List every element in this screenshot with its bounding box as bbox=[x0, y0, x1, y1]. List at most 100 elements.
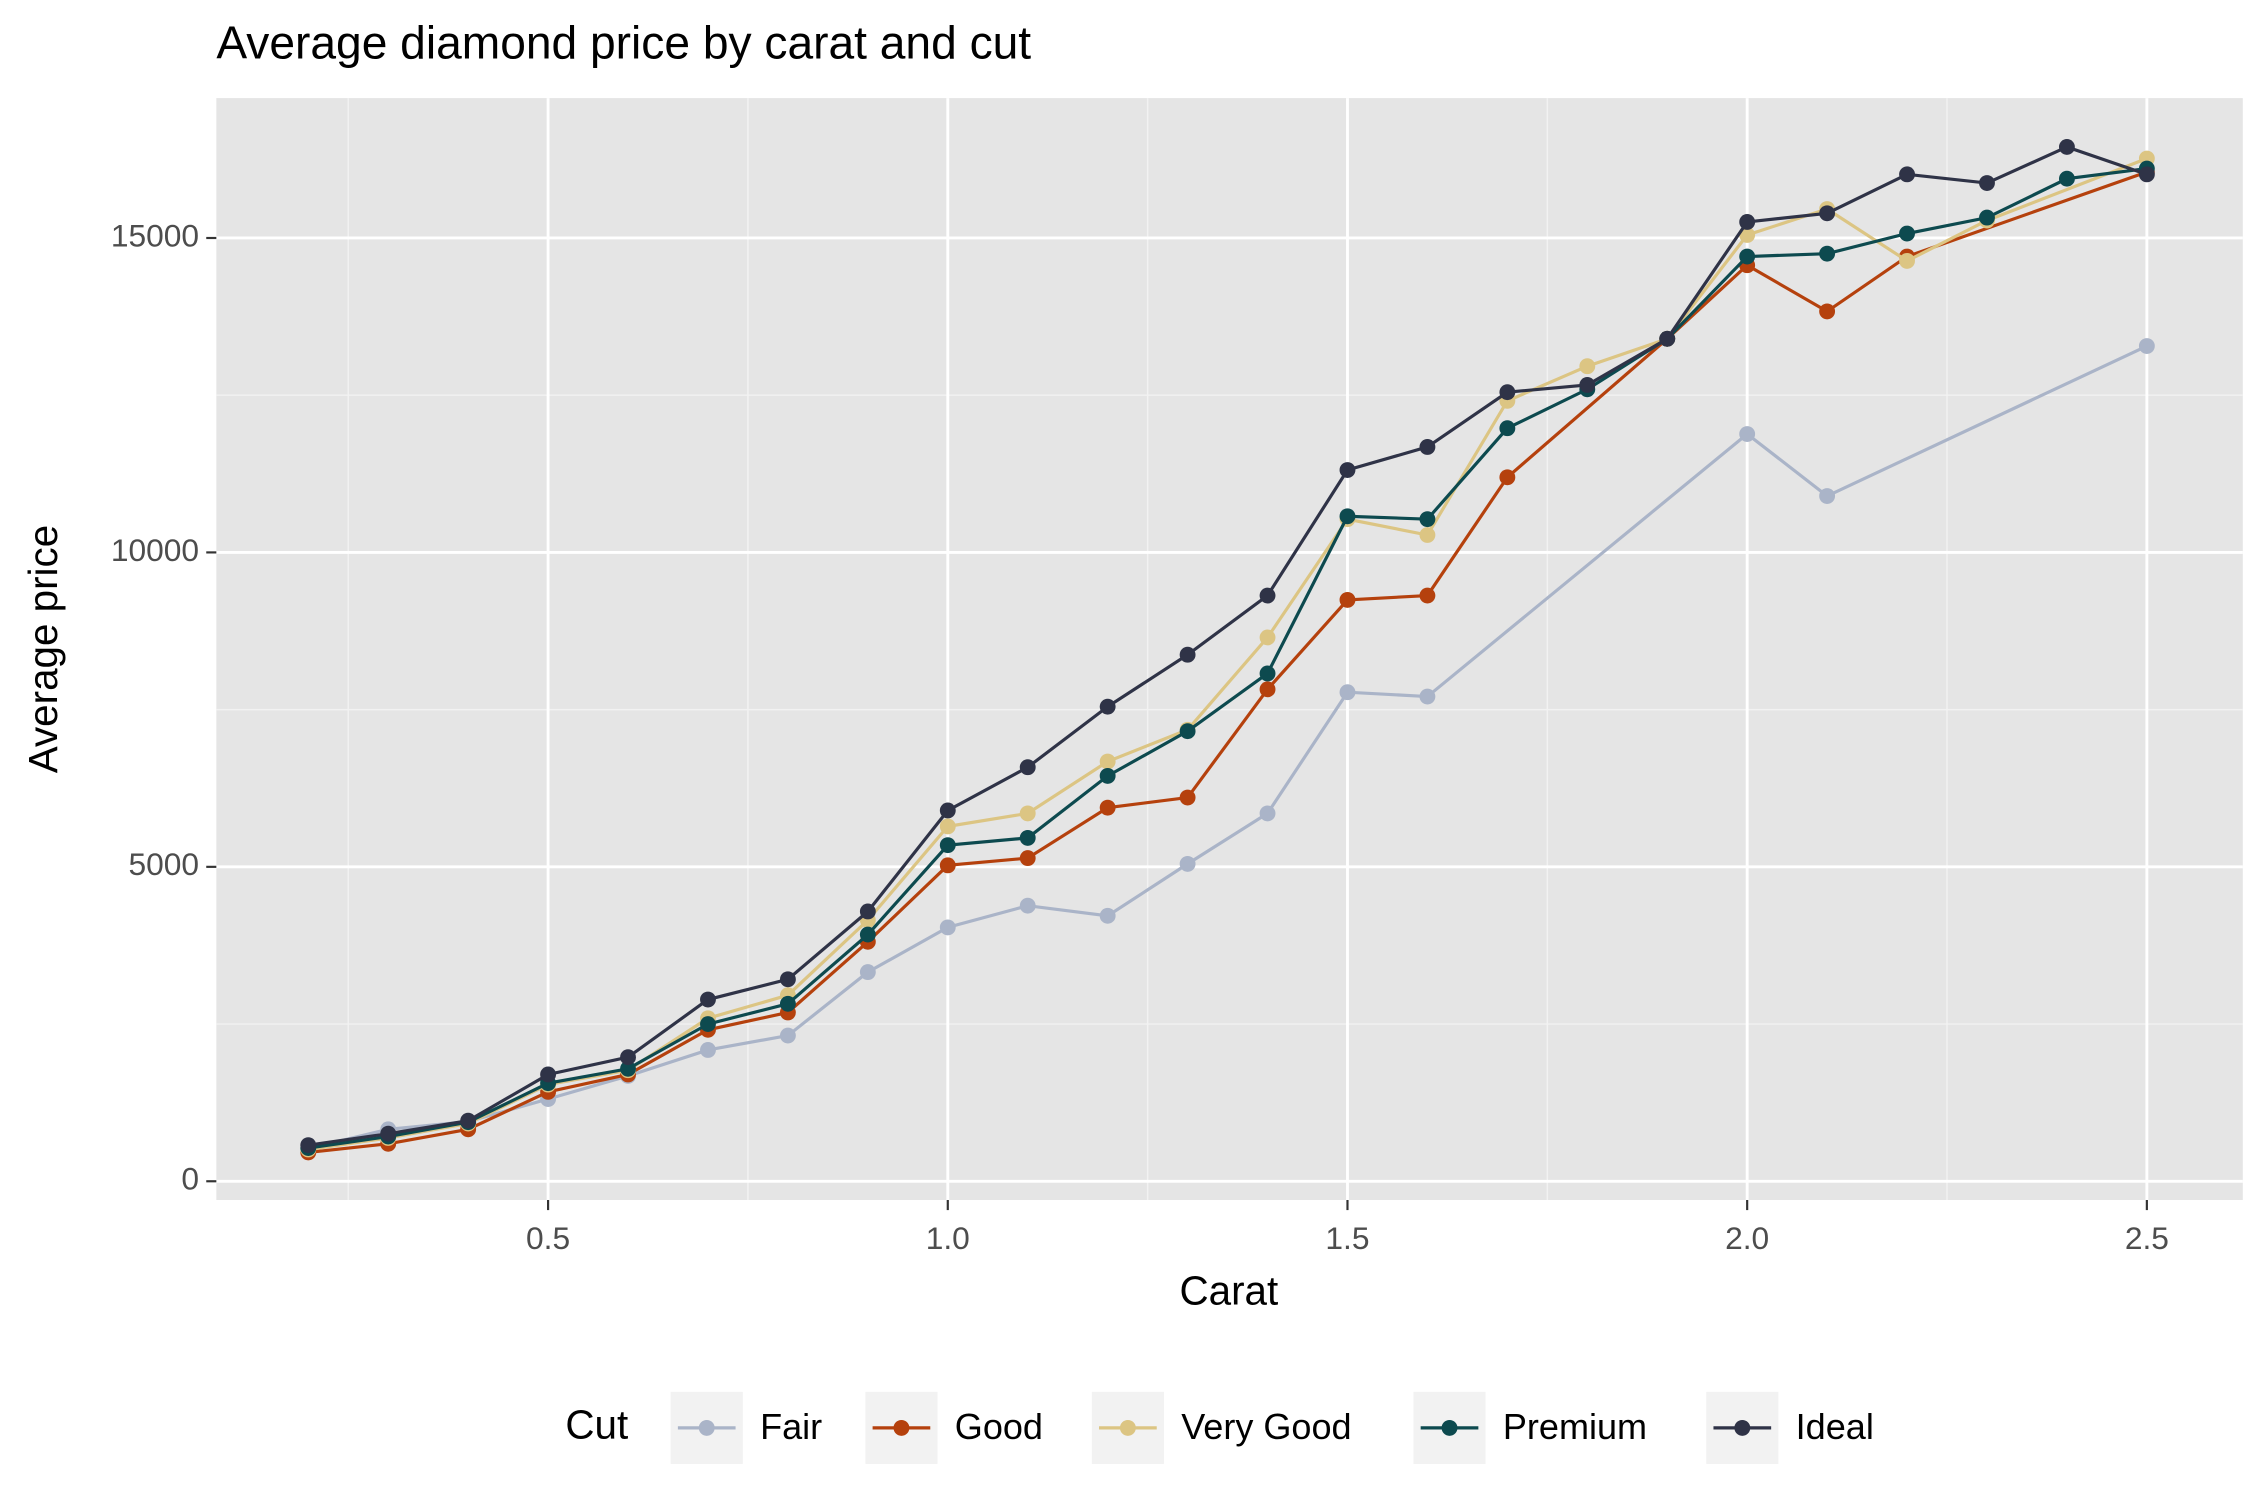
x-tick-label: 0.5 bbox=[526, 1220, 570, 1256]
legend-label: Very Good bbox=[1181, 1406, 1351, 1447]
point bbox=[859, 926, 876, 943]
point bbox=[1259, 629, 1276, 646]
point bbox=[779, 995, 796, 1012]
point bbox=[1819, 303, 1836, 320]
point bbox=[1899, 225, 1915, 242]
legend-label: Good bbox=[955, 1406, 1043, 1447]
x-tick-label: 1.5 bbox=[1325, 1220, 1369, 1256]
point bbox=[1339, 462, 1356, 478]
point bbox=[1739, 227, 1756, 243]
point bbox=[1099, 799, 1116, 816]
point bbox=[1179, 855, 1196, 872]
legend-label: Ideal bbox=[1796, 1406, 1874, 1447]
series-line bbox=[308, 166, 2148, 1150]
point bbox=[1339, 508, 1356, 525]
point bbox=[1499, 420, 1516, 437]
y-tick-label: 0 bbox=[181, 1161, 199, 1197]
point bbox=[1579, 358, 1596, 375]
point bbox=[1419, 688, 1436, 705]
panel bbox=[216, 98, 2243, 1201]
point bbox=[620, 1060, 636, 1077]
point bbox=[939, 919, 956, 936]
point bbox=[1259, 805, 1276, 822]
point bbox=[700, 1042, 716, 1058]
point bbox=[1819, 205, 1836, 222]
y-tick-label: 10000 bbox=[111, 532, 199, 568]
point bbox=[859, 964, 876, 981]
x-tick-label: 2.5 bbox=[2125, 1220, 2169, 1256]
point bbox=[1419, 511, 1436, 528]
point bbox=[939, 837, 956, 854]
y-tick-label: 5000 bbox=[128, 846, 199, 882]
point bbox=[1339, 684, 1356, 701]
point bbox=[1179, 646, 1196, 663]
point bbox=[1099, 767, 1116, 784]
point bbox=[1739, 214, 1756, 230]
legend-title: Cut bbox=[565, 1402, 628, 1448]
point bbox=[1259, 587, 1276, 604]
point bbox=[1419, 527, 1436, 543]
point bbox=[1019, 759, 1036, 776]
legend-key-point bbox=[698, 1419, 715, 1436]
point bbox=[1739, 248, 1756, 265]
point bbox=[1019, 897, 1036, 914]
point bbox=[1019, 850, 1036, 867]
point bbox=[2058, 170, 2075, 187]
x-axis-title: Carat bbox=[1179, 1267, 1278, 1313]
point bbox=[779, 971, 796, 988]
point bbox=[700, 1016, 716, 1032]
point bbox=[300, 1137, 317, 1154]
point bbox=[380, 1125, 397, 1142]
series-line bbox=[308, 145, 2148, 1147]
point bbox=[2138, 166, 2155, 183]
y-tick-label: 15000 bbox=[111, 217, 199, 253]
point bbox=[1179, 789, 1196, 806]
point bbox=[779, 1027, 796, 1044]
point bbox=[859, 903, 876, 920]
point bbox=[1659, 330, 1676, 347]
point bbox=[1819, 245, 1836, 262]
legend-key-point bbox=[1441, 1419, 1458, 1436]
legend-label: Premium bbox=[1503, 1406, 1647, 1447]
series-line bbox=[307, 344, 2148, 1151]
point bbox=[1899, 166, 1915, 183]
point bbox=[939, 802, 956, 819]
point bbox=[540, 1066, 557, 1083]
point bbox=[939, 818, 956, 835]
point bbox=[1979, 209, 1995, 226]
point bbox=[1179, 723, 1196, 740]
point bbox=[939, 857, 956, 874]
point bbox=[620, 1049, 636, 1066]
point bbox=[1579, 377, 1596, 393]
y-axis-title: Average price bbox=[20, 525, 66, 773]
point bbox=[1019, 829, 1036, 846]
point bbox=[1099, 753, 1116, 770]
x-tick-label: 1.0 bbox=[926, 1220, 970, 1256]
point bbox=[1019, 805, 1036, 822]
point bbox=[1419, 587, 1436, 604]
legend-key-point bbox=[1119, 1419, 1136, 1436]
point bbox=[1419, 439, 1436, 455]
point bbox=[2138, 338, 2155, 354]
point bbox=[1499, 469, 1516, 486]
point bbox=[1099, 907, 1116, 924]
point bbox=[1259, 665, 1276, 682]
point bbox=[460, 1112, 477, 1129]
point bbox=[1099, 698, 1116, 715]
legend-key-point bbox=[1734, 1419, 1751, 1436]
point bbox=[1899, 252, 1915, 269]
point bbox=[1339, 591, 1356, 608]
x-tick-label: 2.0 bbox=[1725, 1220, 1769, 1256]
chart-title: Average diamond price by carat and cut bbox=[216, 16, 1031, 68]
point bbox=[700, 991, 716, 1008]
point bbox=[1499, 384, 1516, 401]
legend-label: Fair bbox=[760, 1406, 822, 1447]
point bbox=[2058, 139, 2075, 155]
point bbox=[1819, 488, 1836, 504]
legend-key-point bbox=[893, 1419, 910, 1436]
point bbox=[1739, 426, 1756, 442]
point bbox=[1979, 175, 1995, 191]
point bbox=[1259, 681, 1276, 698]
